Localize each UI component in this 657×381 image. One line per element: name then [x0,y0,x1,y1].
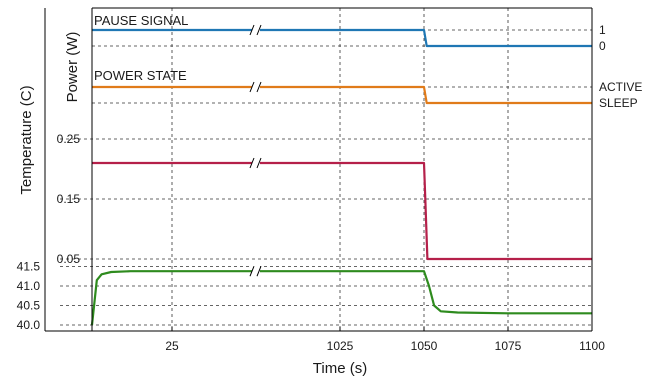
break-gap [252,24,260,36]
power-tick-label: 0.05 [57,252,81,266]
axis-break-mark [249,157,262,169]
temperature-tick-label: 41.5 [17,260,41,274]
break-slash [249,24,262,36]
series-power [92,161,592,261]
break-slash [249,81,262,93]
axis-break-mark [249,81,262,93]
x-tick-label: 1075 [495,339,522,353]
state-tick-label: SLEEP [599,96,638,110]
axis-break-mark [249,265,262,278]
break-gap [252,265,260,278]
break-gap [252,81,260,93]
frame [44,7,593,332]
axis-break-mark [249,24,262,36]
y-axis-title-power: Power (W) [64,32,81,103]
series-pause [92,28,592,48]
y-axis-title-temperature: Temperature (C) [18,85,35,194]
break-gap [252,157,260,169]
power-tick-label: 0.25 [57,132,81,146]
series-state [92,85,592,105]
power-state-label: POWER STATE [94,68,187,83]
x-tick-label: 1050 [411,339,438,353]
tick-labels: 25 1025 1050 1075 1100 0.25 0.15 0.05 41.5 41.0 40… [17,23,643,353]
x-axis-title: Time (s) [313,360,367,377]
temperature-tick-label: 40.5 [17,299,41,313]
series-temp [90,270,592,326]
break-slash [249,265,262,277]
state-tick-label: ACTIVE [599,80,642,94]
temperature-tick-label: 41.0 [17,279,41,293]
pause-signal-label: PAUSE SIGNAL [94,13,188,28]
grid-lines [60,8,593,331]
x-tick-label: 25 [165,339,179,353]
series-lines [90,24,592,326]
pause-tick-label: 0 [599,39,606,53]
break-slash [249,157,262,169]
x-tick-label: 1100 [579,339,605,353]
power-tick-label: 0.15 [57,192,81,206]
temperature-tick-label: 40.0 [17,318,41,332]
pause-tick-label: 1 [599,23,606,37]
x-tick-label: 1025 [327,339,354,353]
